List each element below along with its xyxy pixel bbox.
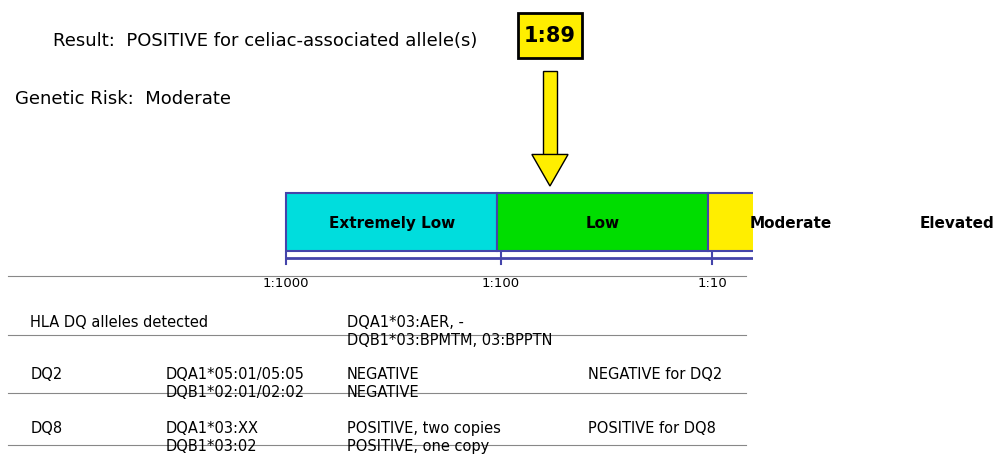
Text: Genetic Risk:  Moderate: Genetic Risk: Moderate [15,90,231,108]
Text: Result:  POSITIVE for celiac-associated allele(s): Result: POSITIVE for celiac-associated a… [53,32,477,50]
Text: 1:89: 1:89 [524,26,576,46]
FancyBboxPatch shape [543,72,557,157]
FancyBboxPatch shape [286,193,497,252]
Text: NEGATIVE
NEGATIVE: NEGATIVE NEGATIVE [347,366,419,399]
Text: 1:1000: 1:1000 [263,276,310,290]
Text: DQ8: DQ8 [30,420,62,436]
Text: Elevated: Elevated [919,215,994,230]
Text: Moderate: Moderate [750,215,832,230]
Text: DQ2: DQ2 [30,366,62,381]
Text: HLA DQ alleles detected: HLA DQ alleles detected [30,315,208,330]
FancyBboxPatch shape [518,13,582,58]
Text: POSITIVE, two copies
POSITIVE, one copy: POSITIVE, two copies POSITIVE, one copy [347,420,500,453]
Polygon shape [532,155,568,187]
Text: DQA1*03:AER, -
DQB1*03:BPMTM, 03:BPPTN: DQA1*03:AER, - DQB1*03:BPMTM, 03:BPPTN [347,315,552,347]
FancyBboxPatch shape [497,193,708,252]
Text: DQA1*05:01/05:05
DQB1*02:01/02:02: DQA1*05:01/05:05 DQB1*02:01/02:02 [166,366,305,399]
FancyBboxPatch shape [708,193,874,252]
Text: POSITIVE for DQ8: POSITIVE for DQ8 [588,420,716,436]
FancyBboxPatch shape [874,193,1000,252]
Text: Low: Low [586,215,620,230]
Text: Extremely Low: Extremely Low [329,215,455,230]
Text: DQA1*03:XX
DQB1*03:02: DQA1*03:XX DQB1*03:02 [166,420,259,453]
Text: NEGATIVE for DQ2: NEGATIVE for DQ2 [588,366,722,381]
Text: 1:100: 1:100 [482,276,520,290]
Text: 1:10: 1:10 [697,276,727,290]
